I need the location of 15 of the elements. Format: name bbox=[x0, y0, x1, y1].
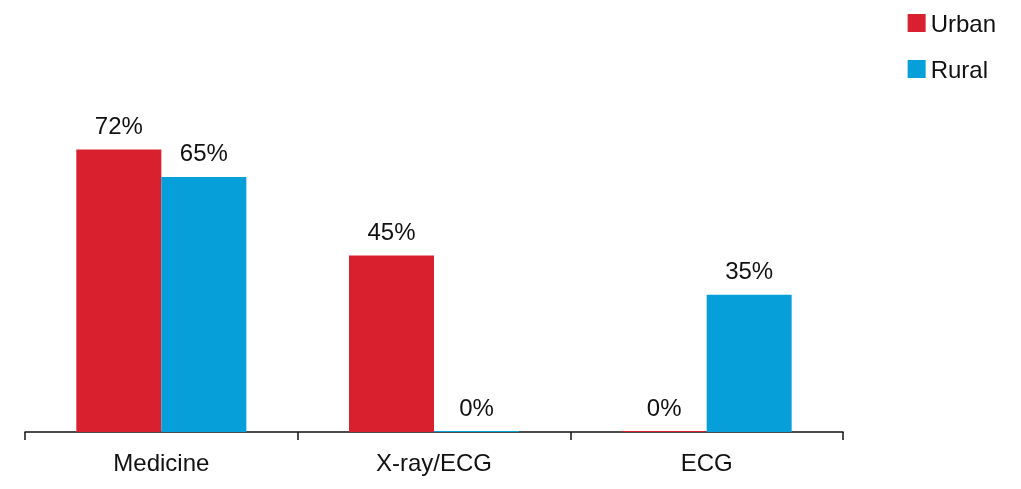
bar bbox=[161, 176, 247, 432]
x-tick-label: Medicine bbox=[113, 448, 210, 476]
data-label: 0% bbox=[459, 393, 494, 421]
data-label: 45% bbox=[367, 217, 416, 245]
data-label: 65% bbox=[179, 139, 228, 167]
legend-label: Urban bbox=[930, 9, 997, 37]
x-tick-label: X-ray/ECG bbox=[375, 448, 493, 476]
bar bbox=[706, 294, 792, 432]
legend-label: Rural bbox=[930, 55, 988, 83]
data-label: 35% bbox=[725, 257, 774, 285]
bar bbox=[76, 149, 162, 432]
bar bbox=[349, 255, 434, 432]
x-tick-label: ECG bbox=[680, 448, 733, 476]
data-label: 0% bbox=[646, 393, 682, 421]
data-label: 72% bbox=[94, 111, 143, 139]
